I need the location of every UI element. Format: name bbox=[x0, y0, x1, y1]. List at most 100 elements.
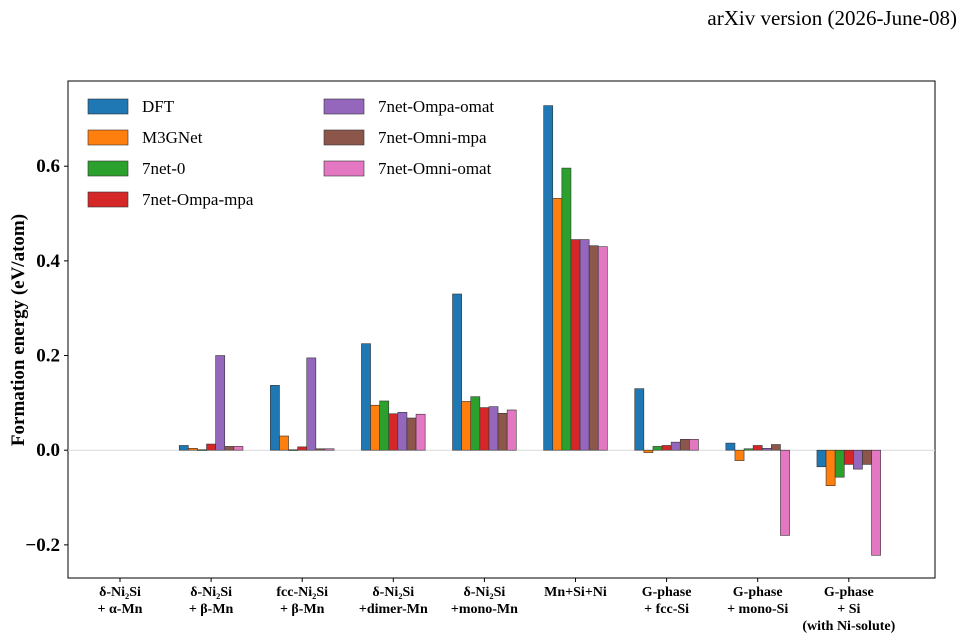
bar-7net-omni-mpa bbox=[497, 412, 508, 451]
bar-dft bbox=[270, 385, 280, 451]
bar-dft bbox=[725, 442, 736, 451]
y-tick-label: 0.6 bbox=[36, 156, 60, 177]
x-tick-label: + mono-Si bbox=[727, 602, 788, 617]
x-tick-label: +dimer-Mn bbox=[359, 602, 428, 617]
bar-7net-omni-omat bbox=[597, 246, 608, 451]
y-tick-label: 0.2 bbox=[36, 346, 60, 367]
legend: DFT M3GNet 7net-0 7net-Ompa-mpa 7net-Ompa-om… bbox=[87, 97, 494, 209]
bar-m3gnet bbox=[643, 449, 654, 453]
x-tick-label: + β-Mn bbox=[280, 602, 325, 617]
bar-dft bbox=[178, 445, 189, 451]
bar-m3gnet bbox=[370, 404, 380, 451]
bars-layer bbox=[178, 105, 881, 556]
bar-7net-ompa-omat bbox=[761, 448, 772, 451]
bar-m3gnet bbox=[734, 449, 745, 461]
x-tick-label: +mono-Mn bbox=[451, 602, 518, 617]
bar-m3gnet bbox=[188, 448, 198, 451]
x-tick-label: + fcc-Si bbox=[644, 602, 689, 617]
bar-7net-omni-omat bbox=[780, 449, 790, 536]
bar-7net-omni-mpa bbox=[315, 448, 326, 451]
bar-7net-omni-mpa bbox=[771, 444, 781, 451]
bar-7net-ompa-omat bbox=[579, 239, 590, 451]
legend-swatch bbox=[87, 98, 129, 115]
legend-swatch bbox=[87, 191, 129, 208]
bar-7net-ompa-omat bbox=[488, 406, 499, 451]
legend-label: 7net-Omni-mpa bbox=[378, 128, 487, 147]
x-tick-label: + β-Mn bbox=[189, 602, 234, 617]
bar-m3gnet bbox=[825, 449, 836, 487]
bar-7net-0 bbox=[197, 449, 207, 451]
bar-7net-omni-omat bbox=[871, 449, 881, 556]
legend-label: DFT bbox=[142, 97, 175, 116]
bar-m3gnet bbox=[552, 198, 563, 451]
bar-7net-ompa-mpa bbox=[388, 413, 399, 451]
bar-7net-ompa-mpa bbox=[570, 239, 581, 451]
bar-dft bbox=[634, 388, 645, 451]
bar-7net-ompa-omat bbox=[215, 355, 226, 451]
bar-7net-ompa-mpa bbox=[843, 449, 854, 465]
bar-7net-0 bbox=[743, 448, 754, 451]
legend-label: 7net-Ompa-mpa bbox=[142, 190, 254, 209]
legend-label: M3GNet bbox=[142, 128, 203, 147]
bar-7net-ompa-mpa bbox=[661, 445, 672, 451]
y-tick-label: 0.4 bbox=[36, 251, 60, 272]
bar-7net-ompa-mpa bbox=[752, 445, 763, 451]
bar-7net-omni-mpa bbox=[224, 446, 235, 451]
x-tick-label: G-phase bbox=[733, 585, 783, 600]
y-axis-ticks: −0.2 0.0 0.2 0.4 0.6 bbox=[25, 156, 68, 556]
y-tick-label: 0.0 bbox=[36, 440, 60, 461]
legend-label: 7net-Omni-omat bbox=[378, 159, 492, 178]
bar-7net-0 bbox=[834, 449, 845, 478]
bar-7net-0 bbox=[470, 396, 481, 451]
bar-7net-0 bbox=[652, 446, 663, 451]
legend-swatch bbox=[323, 129, 365, 146]
bar-7net-0 bbox=[379, 400, 390, 451]
x-tick-label: + α-Mn bbox=[98, 602, 143, 617]
x-tick-label: δ-Ni₂Si bbox=[190, 585, 232, 600]
x-axis-ticks: δ-Ni₂Si + α-Mn δ-Ni₂Si + β-Mn fcc-Ni₂Si + β-M… bbox=[98, 578, 896, 634]
bar-7net-omni-omat bbox=[689, 439, 699, 451]
bar-dft bbox=[816, 449, 827, 468]
bar-7net-ompa-mpa bbox=[206, 443, 216, 451]
bar-7net-omni-omat bbox=[233, 446, 244, 451]
bar-7net-omni-mpa bbox=[679, 439, 690, 451]
bar-7net-0 bbox=[288, 449, 298, 451]
bar-7net-omni-mpa bbox=[406, 417, 417, 451]
legend-swatch bbox=[323, 160, 365, 177]
bar-7net-ompa-mpa bbox=[479, 407, 490, 451]
legend-swatch bbox=[87, 129, 129, 146]
x-tick-label: δ-Ni₂Si bbox=[372, 585, 414, 600]
bar-7net-ompa-omat bbox=[853, 449, 863, 470]
x-tick-label: fcc-Ni₂Si bbox=[276, 585, 328, 600]
legend-swatch bbox=[87, 160, 129, 177]
bar-7net-0 bbox=[561, 167, 572, 451]
bar-7net-omni-omat bbox=[415, 413, 426, 451]
bar-dft bbox=[452, 293, 462, 451]
y-axis-label: Formation energy (eV/atom) bbox=[8, 214, 29, 446]
x-tick-label: G-phase bbox=[824, 585, 874, 600]
x-tick-label: δ-Ni₂Si bbox=[463, 585, 505, 600]
x-tick-label: + Si bbox=[837, 602, 860, 617]
x-tick-label: (with Ni-solute) bbox=[802, 619, 895, 634]
plot-frame bbox=[67, 80, 936, 579]
bar-7net-ompa-omat bbox=[397, 412, 408, 451]
bar-m3gnet bbox=[461, 401, 472, 451]
legend-label: 7net-Ompa-omat bbox=[378, 97, 494, 116]
bar-7net-ompa-mpa bbox=[297, 446, 308, 451]
y-tick-label: −0.2 bbox=[25, 535, 60, 556]
bar-m3gnet bbox=[279, 435, 289, 451]
legend-swatch bbox=[323, 98, 365, 115]
bar-dft bbox=[361, 343, 371, 451]
bar-7net-omni-omat bbox=[506, 409, 517, 451]
bar-7net-omni-mpa bbox=[862, 449, 872, 465]
x-tick-label: G-phase bbox=[642, 585, 692, 600]
bar-dft bbox=[543, 105, 554, 451]
x-tick-label: Mn+Si+Ni bbox=[544, 585, 607, 600]
legend-label: 7net-0 bbox=[142, 159, 185, 178]
page-header: arXiv version (2026-June-08) bbox=[707, 6, 957, 30]
bar-7net-ompa-omat bbox=[670, 441, 681, 451]
bar-7net-omni-mpa bbox=[588, 245, 599, 451]
x-tick-label: δ-Ni₂Si bbox=[99, 585, 141, 600]
bar-7net-ompa-omat bbox=[306, 357, 317, 451]
